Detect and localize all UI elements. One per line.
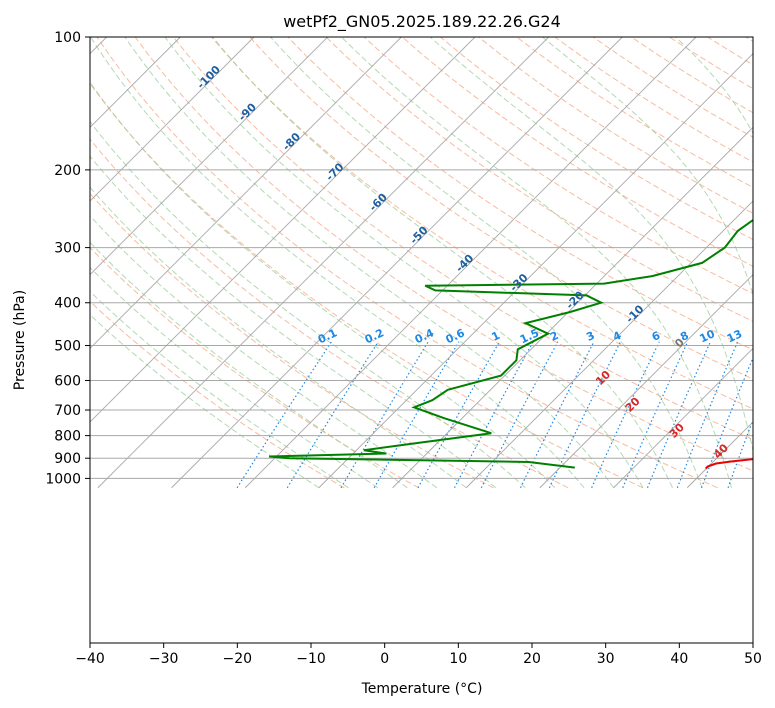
mixing-ratio-line <box>646 341 712 489</box>
dry-adiabat <box>249 37 753 380</box>
dry-adiabat <box>90 192 494 489</box>
x-tick-label: −40 <box>75 651 105 667</box>
mixing-ratio-line <box>340 341 429 489</box>
isotherm-line <box>613 347 753 489</box>
mixing-ratio-line <box>700 356 753 489</box>
moist-adiabat <box>542 37 753 296</box>
moist-adiabat <box>341 37 732 488</box>
mixing-ratio-line <box>286 341 379 489</box>
moist-adiabat <box>90 155 497 489</box>
isotherm-line <box>171 37 623 489</box>
y-tick-label: 700 <box>54 403 81 419</box>
dry-adiabat <box>325 37 753 322</box>
dry-adiabat <box>134 37 753 472</box>
x-tick-label: −30 <box>149 651 179 667</box>
isotherm-line <box>392 126 753 489</box>
y-tick-label: 800 <box>54 429 81 445</box>
isotherm-line <box>244 37 697 489</box>
axes: −40 −30 −20 −10 0 10 20 30 40 50 100 200 300 400 500 60… <box>45 30 762 667</box>
moist-adiabat <box>212 37 673 488</box>
y-tick-label: 200 <box>54 163 81 179</box>
isotherm-line <box>90 37 476 423</box>
mixing-ratio-label: 13 <box>725 327 744 345</box>
moist-adiabat <box>90 81 555 489</box>
moist-adiabat <box>90 266 379 489</box>
isotherm-line <box>90 37 328 276</box>
mixing-ratio-line <box>480 341 559 489</box>
dry-adiabat <box>90 300 345 489</box>
y-tick-label: 400 <box>54 296 81 312</box>
x-tick-label: 20 <box>523 651 541 667</box>
isotherm-line <box>97 37 549 489</box>
moist-adiabat <box>164 37 644 489</box>
mixing-ratio-label: 10 <box>698 327 718 345</box>
isotherm-line <box>90 37 255 202</box>
x-axis-label: Temperature (°C) <box>361 681 483 697</box>
x-tick-label: 50 <box>744 651 762 667</box>
y-tick-label: 600 <box>54 373 81 389</box>
mixing-ratio-line <box>591 341 660 489</box>
plot-background <box>90 37 753 643</box>
dry-adiabat <box>90 82 644 489</box>
mixing-ratio-line <box>236 341 333 489</box>
background-lines <box>90 37 753 489</box>
moist-adiabat <box>429 37 753 453</box>
isotherm-line <box>318 53 753 489</box>
dewpoint-profile <box>269 218 753 469</box>
mixing-ratio-line <box>373 341 460 489</box>
plot-frame <box>89 36 754 644</box>
moist-adiabat <box>124 37 615 489</box>
x-tick-label: 40 <box>670 651 688 667</box>
mixing-ratio-line <box>453 341 534 489</box>
x-tick-label: 10 <box>449 651 467 667</box>
mixing-ratio-line <box>676 341 739 489</box>
x-tick-label: −10 <box>296 651 326 667</box>
moist-adiabat <box>90 37 585 489</box>
isotherm-line <box>90 37 181 128</box>
y-tick-label: 500 <box>54 339 81 355</box>
x-tick-label: 0 <box>380 651 389 667</box>
isotherm-line <box>465 200 753 489</box>
y-tick-label: 900 <box>54 451 81 467</box>
mixing-ratio-line <box>548 341 622 489</box>
dry-adiabat <box>90 246 420 489</box>
dry-adiabat <box>172 37 753 441</box>
y-tick-label: 100 <box>54 30 81 46</box>
dry-adiabat <box>211 37 753 410</box>
isotherm-line <box>90 37 402 349</box>
isotherm-line <box>539 274 753 489</box>
moist-adiabat <box>90 120 526 489</box>
dry-adiabat <box>401 37 753 267</box>
moist-adiabat <box>90 186 467 489</box>
dry-adiabat <box>96 37 718 489</box>
mixing-ratio-line <box>417 341 501 489</box>
moist-adiabat <box>270 37 703 488</box>
mixing-ratio-line <box>622 341 689 489</box>
chart-title: wetPf2_GN05.2025.189.22.26.G24 <box>283 12 561 32</box>
moist-adiabat <box>90 241 408 489</box>
y-axis-label: Pressure (hPa) <box>12 290 28 390</box>
y-tick-label: 300 <box>54 241 81 257</box>
x-tick-label: 30 <box>597 651 615 667</box>
y-tick-label: 1000 <box>45 471 81 487</box>
sounding-series <box>269 218 753 470</box>
x-tick-label: −20 <box>223 651 253 667</box>
